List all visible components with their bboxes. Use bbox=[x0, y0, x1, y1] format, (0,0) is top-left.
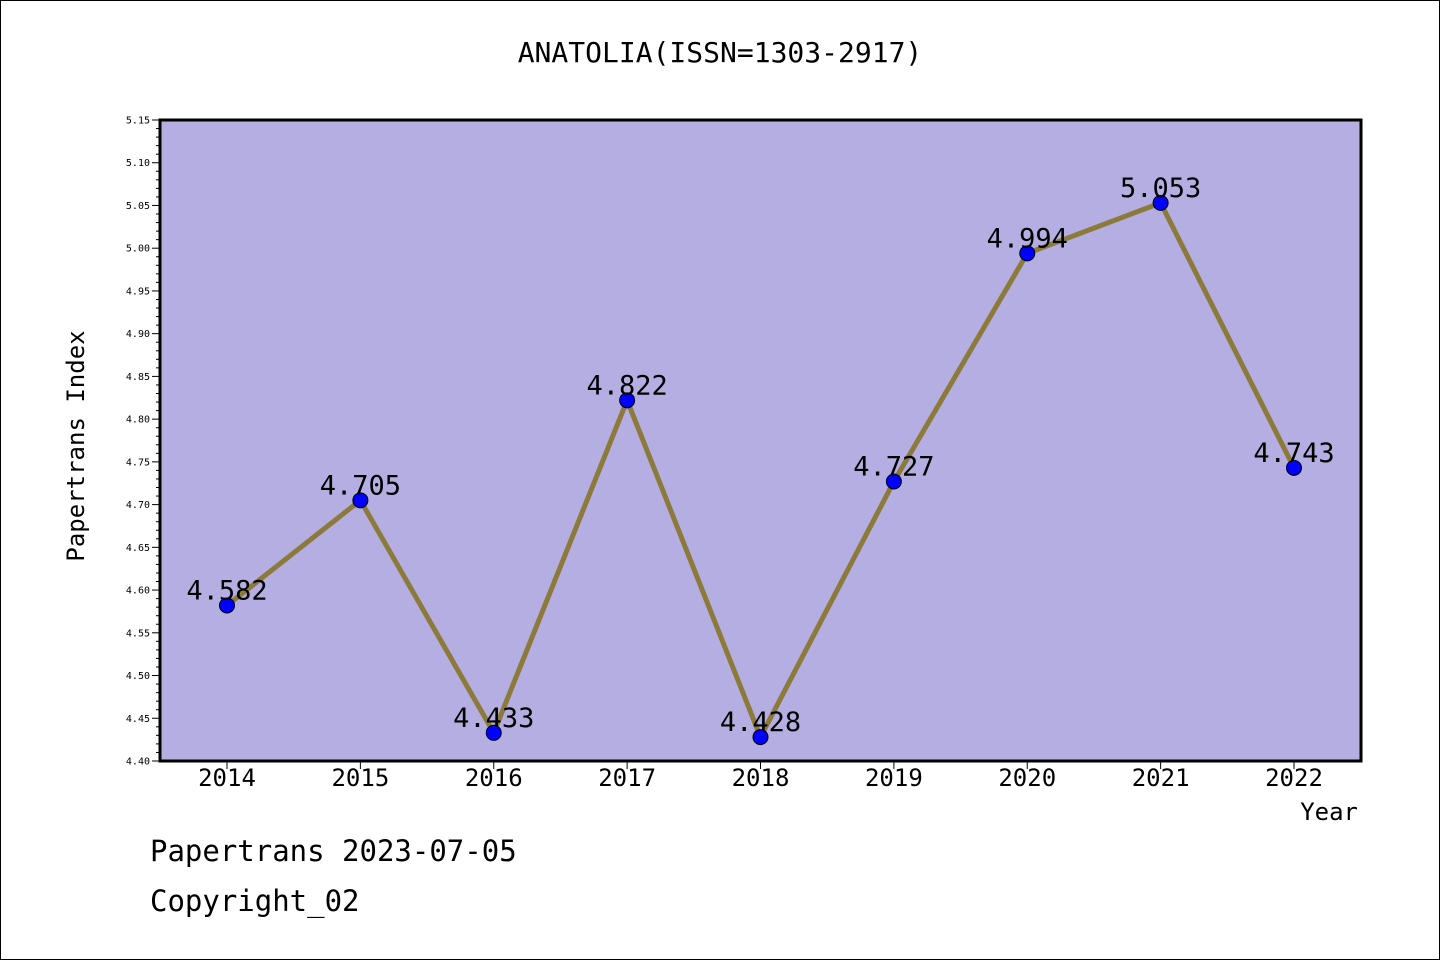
x-tick-label: 2018 bbox=[732, 764, 790, 792]
y-axis-label: Papertrans Index bbox=[62, 330, 90, 561]
y-tick-label: 4.90 bbox=[126, 329, 150, 340]
y-tick-label: 5.10 bbox=[126, 158, 150, 169]
x-tick-label: 2014 bbox=[198, 764, 256, 792]
y-tick-label: 4.50 bbox=[126, 671, 150, 682]
x-tick-label: 2019 bbox=[865, 764, 923, 792]
data-point bbox=[885, 473, 902, 490]
y-tick-label: 4.60 bbox=[126, 586, 150, 597]
data-label: 4.428 bbox=[720, 707, 801, 738]
y-tick-label: 5.00 bbox=[126, 244, 150, 255]
y-tick-label: 4.75 bbox=[126, 457, 150, 468]
y-axis: 4.40 4.45 4.50 4.55 4.60 4.65 4.70 4.75 4.80 4.85… bbox=[126, 116, 160, 768]
data-point bbox=[1152, 194, 1169, 211]
data-point bbox=[752, 729, 769, 746]
data-label: 5.053 bbox=[1120, 173, 1201, 204]
y-tick-label: 4.40 bbox=[126, 757, 150, 768]
data-label: 4.582 bbox=[186, 575, 267, 606]
x-tick-label: 2022 bbox=[1265, 764, 1323, 792]
data-label: 4.433 bbox=[453, 703, 534, 734]
footer-source: Papertrans 2023-07-05 bbox=[150, 834, 517, 868]
data-label: 4.727 bbox=[853, 452, 934, 483]
data-markers bbox=[219, 194, 1302, 746]
footer-copyright: Copyright_02 bbox=[150, 884, 360, 918]
data-point bbox=[485, 724, 502, 741]
chart-title: ANATOLIA(ISSN=1303-2917) bbox=[517, 36, 923, 69]
y-tick-label: 4.45 bbox=[126, 714, 150, 725]
y-tick-label: 4.85 bbox=[126, 372, 150, 383]
y-tick-label: 4.95 bbox=[126, 286, 150, 297]
x-tick-label: 2020 bbox=[998, 764, 1056, 792]
x-axis: 2014 2015 2016 2017 2018 2019 2020 2021 2022 bbox=[198, 761, 1323, 792]
data-point bbox=[219, 597, 235, 614]
y-tick-label: 4.70 bbox=[126, 500, 150, 511]
data-point bbox=[352, 492, 369, 509]
y-tick-label: 4.80 bbox=[126, 415, 150, 426]
x-tick-label: 2015 bbox=[331, 764, 389, 792]
y-tick-label: 4.65 bbox=[126, 543, 150, 554]
data-point bbox=[619, 392, 636, 409]
x-tick-label: 2021 bbox=[1132, 764, 1190, 792]
data-label: 4.705 bbox=[320, 470, 401, 501]
data-labels: 4.582 4.705 4.433 4.822 4.428 4.727 4.994 5.053… bbox=[186, 173, 1334, 738]
y-tick-label: 5.15 bbox=[126, 116, 150, 127]
data-label: 4.994 bbox=[987, 223, 1068, 254]
data-label: 4.743 bbox=[1253, 438, 1334, 469]
y-tick-label: 5.05 bbox=[126, 201, 150, 212]
x-tick-label: 2016 bbox=[465, 764, 523, 792]
x-tick-label: 2017 bbox=[598, 764, 656, 792]
plot-area bbox=[158, 118, 1363, 763]
x-axis-label: Year bbox=[1300, 798, 1358, 826]
data-point bbox=[1286, 459, 1302, 476]
data-label: 4.822 bbox=[586, 370, 667, 401]
y-tick-label: 4.55 bbox=[126, 628, 150, 639]
data-point bbox=[1019, 245, 1036, 262]
